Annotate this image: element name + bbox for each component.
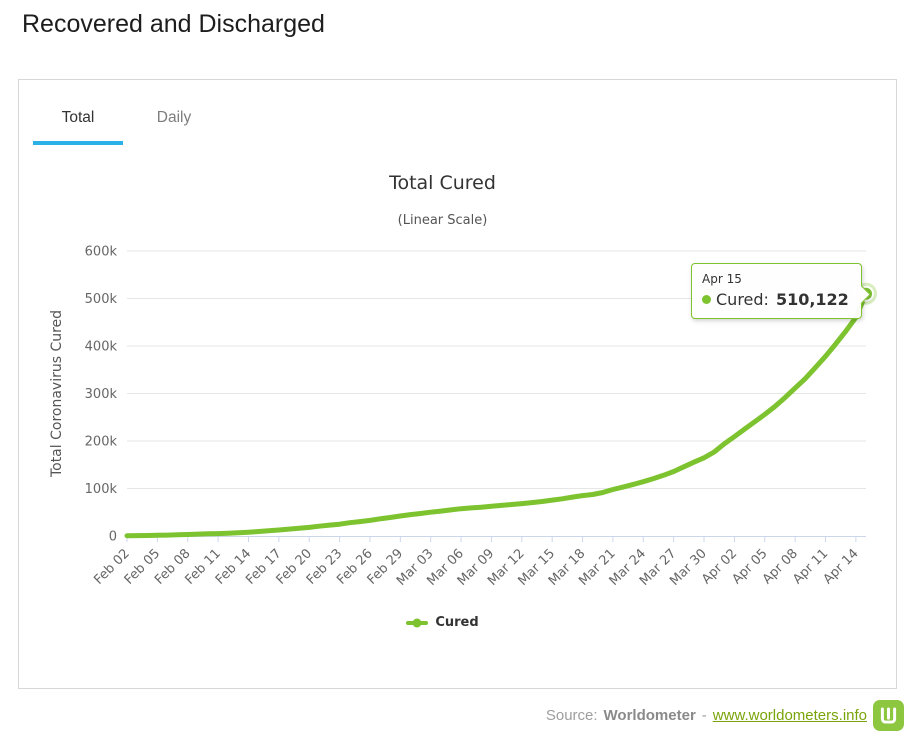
y-tick-label: 600k [85,245,118,260]
source-label: Source: [545,707,598,724]
y-axis-title: Total Coronavirus Cured [49,310,65,478]
y-tick-label: 0 [109,530,117,545]
y-tick-label: 100k [85,482,118,497]
tab-total-label: Total [61,109,95,126]
legend-label: Cured [435,615,479,630]
worldometers-link[interactable]: www.worldometers.info [712,707,867,724]
tooltip-value: 510,122 [775,290,849,309]
tooltip-date: Apr 15 [702,272,742,286]
cured-line-series[interactable] [124,291,869,539]
tabs: Total Daily [19,80,896,145]
tab-daily[interactable]: Daily [129,105,219,145]
source-footer: Source: Worldometer - www.worldometers.i… [546,700,904,731]
tab-daily-label: Daily [156,109,192,126]
worldometer-logo[interactable] [873,700,904,731]
chart-subtitle: (Linear Scale) [397,213,488,228]
tooltip-row: Cured: 510,122 [702,290,849,309]
chart-tooltip: Apr 15 Cured: 510,122 [691,263,871,319]
legend-line-marker-icon [406,618,429,627]
source-separator: - [701,707,707,724]
y-tick-label: 300k [85,387,118,402]
chart-card: Total Daily Total Cured (Linear Scale) 0… [18,79,897,689]
tooltip-series-dot-icon [702,295,711,304]
tab-total[interactable]: Total [33,105,123,145]
w-icon [880,707,897,724]
legend-item-cured[interactable]: Cured [19,615,866,630]
chart-title: Total Cured [389,172,496,194]
y-tick-label: 200k [85,435,118,450]
tooltip-series-label: Cured: [716,290,769,309]
page-title: Recovered and Discharged [22,10,325,38]
y-tick-label: 400k [85,340,118,355]
y-tick-label: 500k [85,292,118,307]
source-name: Worldometer [603,707,696,724]
